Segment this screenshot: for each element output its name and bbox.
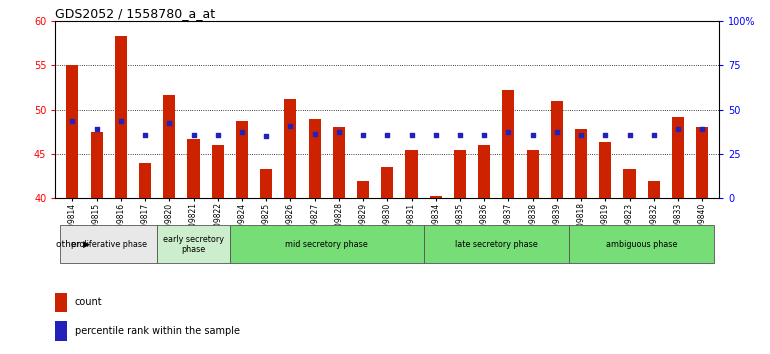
Bar <box>139 163 151 198</box>
Point <box>357 132 370 137</box>
Bar <box>284 99 296 198</box>
Point <box>381 132 393 137</box>
FancyBboxPatch shape <box>157 225 230 263</box>
Bar <box>502 90 514 198</box>
Bar <box>478 145 490 198</box>
Bar <box>212 145 224 198</box>
Point <box>90 126 102 132</box>
Bar <box>163 95 176 198</box>
Bar <box>575 129 588 198</box>
Bar <box>333 127 345 198</box>
Point <box>139 132 151 137</box>
Bar <box>91 132 102 198</box>
FancyBboxPatch shape <box>569 225 715 263</box>
Point <box>187 132 199 137</box>
Point <box>260 133 273 139</box>
Bar <box>648 181 660 198</box>
Bar <box>454 149 466 198</box>
Bar <box>624 169 635 198</box>
Point <box>575 132 588 137</box>
Point <box>527 132 539 137</box>
Point <box>502 129 514 135</box>
Point <box>624 132 636 137</box>
Point <box>333 129 345 135</box>
FancyBboxPatch shape <box>230 225 424 263</box>
Text: late secretory phase: late secretory phase <box>455 240 537 249</box>
Point <box>236 129 248 135</box>
Bar <box>357 181 369 198</box>
Point <box>66 118 79 124</box>
Bar <box>551 101 563 198</box>
Point <box>478 132 490 137</box>
Bar <box>260 169 273 198</box>
Bar <box>187 139 199 198</box>
Point <box>648 132 660 137</box>
Point <box>309 131 321 137</box>
Bar <box>236 121 248 198</box>
Point <box>696 126 708 132</box>
Text: percentile rank within the sample: percentile rank within the sample <box>75 326 239 336</box>
Text: GDS2052 / 1558780_a_at: GDS2052 / 1558780_a_at <box>55 7 216 20</box>
Point <box>430 132 442 137</box>
Point <box>284 123 296 129</box>
Point <box>212 132 224 137</box>
Bar <box>672 117 684 198</box>
Text: count: count <box>75 297 102 307</box>
FancyBboxPatch shape <box>424 225 569 263</box>
Bar <box>430 196 442 198</box>
Bar <box>309 119 320 198</box>
Bar <box>55 293 67 312</box>
Text: other ▶: other ▶ <box>56 240 90 249</box>
Bar <box>115 36 127 198</box>
Point <box>672 126 685 132</box>
Bar <box>406 149 417 198</box>
FancyBboxPatch shape <box>60 225 157 263</box>
Point <box>163 120 176 126</box>
Bar <box>66 65 79 198</box>
Text: proliferative phase: proliferative phase <box>71 240 147 249</box>
Point <box>551 129 563 135</box>
Point <box>115 118 127 124</box>
Point <box>405 132 417 137</box>
Text: early secretory
phase: early secretory phase <box>163 235 224 254</box>
Text: ambiguous phase: ambiguous phase <box>606 240 678 249</box>
Bar <box>696 127 708 198</box>
Bar <box>599 143 611 198</box>
Point <box>599 132 611 137</box>
Bar <box>527 149 539 198</box>
Bar <box>381 167 393 198</box>
Bar <box>55 321 67 341</box>
Text: mid secretory phase: mid secretory phase <box>286 240 368 249</box>
Point <box>454 132 466 137</box>
